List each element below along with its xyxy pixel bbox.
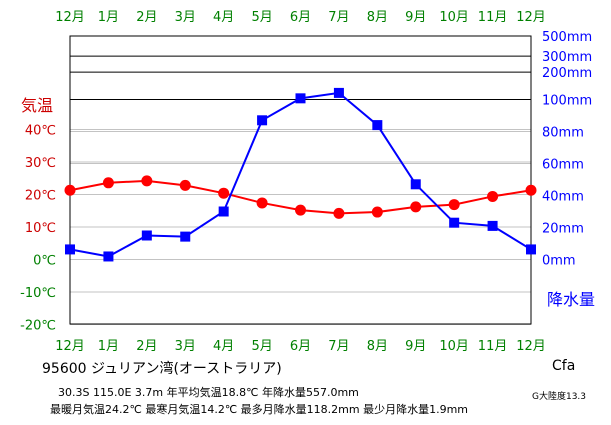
month-label-top: 1月 <box>98 10 119 25</box>
right-tick-label: 0mm <box>542 254 576 269</box>
right-tick-label: 100mm <box>542 94 592 109</box>
month-label-bottom: 5月 <box>251 339 272 354</box>
month-label-top: 11月 <box>478 10 508 25</box>
precipitation-point <box>295 93 306 104</box>
precipitation-point <box>372 120 383 131</box>
precipitation-point <box>333 87 344 98</box>
precipitation-point <box>218 206 229 217</box>
month-label-bottom: 3月 <box>175 339 196 354</box>
month-label-top: 3月 <box>175 10 196 25</box>
month-label-bottom: 7月 <box>328 339 349 354</box>
month-label-bottom: 6月 <box>290 339 311 354</box>
station-name: 95600 ジュリアン湾(オーストラリア) <box>42 361 282 377</box>
left-tick-label: 0℃ <box>33 254 56 269</box>
month-labels-top: 12月 1月 2月 3月 4月 5月 6月 7月 8月 9月 10月 11月 12月 <box>55 10 546 25</box>
left-tick-label: 10℃ <box>25 221 56 236</box>
right-tick-label: 500mm <box>542 30 592 45</box>
precipitation-point <box>65 244 75 255</box>
precipitation-point <box>257 115 268 126</box>
month-label-top: 9月 <box>405 10 426 25</box>
month-label-top: 6月 <box>290 10 311 25</box>
right-tick-label: 300mm <box>542 50 592 65</box>
temperature-point <box>525 184 537 196</box>
left-tick-label: -20℃ <box>20 319 56 334</box>
precipitation-point <box>449 217 460 228</box>
temperature-point <box>371 206 383 218</box>
temperature-point <box>141 175 153 187</box>
right-tick-label: 200mm <box>542 66 592 81</box>
temperature-point <box>448 199 460 211</box>
left-tick-label: -10℃ <box>20 286 56 301</box>
month-label-bottom: 12月 <box>55 339 85 354</box>
precipitation-point <box>526 244 536 255</box>
month-label-bottom: 10月 <box>439 339 469 354</box>
month-label-top: 2月 <box>136 10 157 25</box>
month-label-bottom: 9月 <box>405 339 426 354</box>
right-tick-label: 20mm <box>542 222 584 237</box>
precipitation-line <box>69 91 532 258</box>
right-tick-label: 80mm <box>542 126 584 141</box>
month-label-bottom: 4月 <box>213 339 234 354</box>
month-label-top: 7月 <box>328 10 349 25</box>
koppen-class: Cfa <box>552 358 576 374</box>
station-summary: 30.3S 115.0E 3.7m 年平均気温18.8℃ 年降水量557.0mm <box>58 386 359 399</box>
precipitation-point <box>487 220 498 231</box>
temperature-point <box>64 184 76 196</box>
left-tick-label: 20℃ <box>25 189 56 204</box>
precipitation-point <box>141 230 152 241</box>
plot-frame <box>69 35 532 325</box>
left-tick-label: 40℃ <box>25 124 56 139</box>
left-axis-ticks: 40℃ 30℃ 20℃ 10℃ 0℃ -10℃ -20℃ <box>20 124 56 334</box>
month-label-top: 5月 <box>251 10 272 25</box>
temperature-point <box>218 187 230 199</box>
month-label-bottom: 11月 <box>478 339 508 354</box>
chart-series <box>64 87 537 262</box>
right-tick-label: 60mm <box>542 158 584 173</box>
temperature-point <box>256 197 268 209</box>
left-tick-label: 30℃ <box>25 156 56 171</box>
month-labels-bottom: 12月 1月 2月 3月 4月 5月 6月 7月 8月 9月 10月 11月 12月 <box>55 339 546 354</box>
precipitation-point <box>103 251 114 262</box>
month-label-bottom: 8月 <box>367 339 388 354</box>
month-label-bottom: 1月 <box>98 339 119 354</box>
continentality-index: G大陸度13.3 <box>532 392 587 402</box>
precipitation-point <box>410 179 421 190</box>
temperature-point <box>179 179 191 191</box>
right-tick-label: 40mm <box>542 190 584 205</box>
month-label-top: 12月 <box>516 10 546 25</box>
temperature-point <box>102 177 114 189</box>
month-label-top: 12月 <box>55 10 85 25</box>
chart-grid <box>69 35 532 325</box>
month-label-top: 8月 <box>367 10 388 25</box>
temperature-point <box>410 201 422 213</box>
month-label-bottom: 2月 <box>136 339 157 354</box>
precipitation-axis-label: 降水量 <box>547 290 595 309</box>
month-label-top: 4月 <box>213 10 234 25</box>
temperature-point <box>487 190 499 202</box>
temperature-point <box>295 204 306 216</box>
temperature-axis-label: 気温 <box>21 96 53 115</box>
station-extremes: 最暖月気温24.2℃ 最寒月気温14.2℃ 最多月降水量118.2mm 最少月降… <box>50 403 469 416</box>
temperature-point <box>333 207 345 219</box>
precipitation-point <box>180 231 191 242</box>
month-label-bottom: 12月 <box>516 339 546 354</box>
month-label-top: 10月 <box>439 10 469 25</box>
